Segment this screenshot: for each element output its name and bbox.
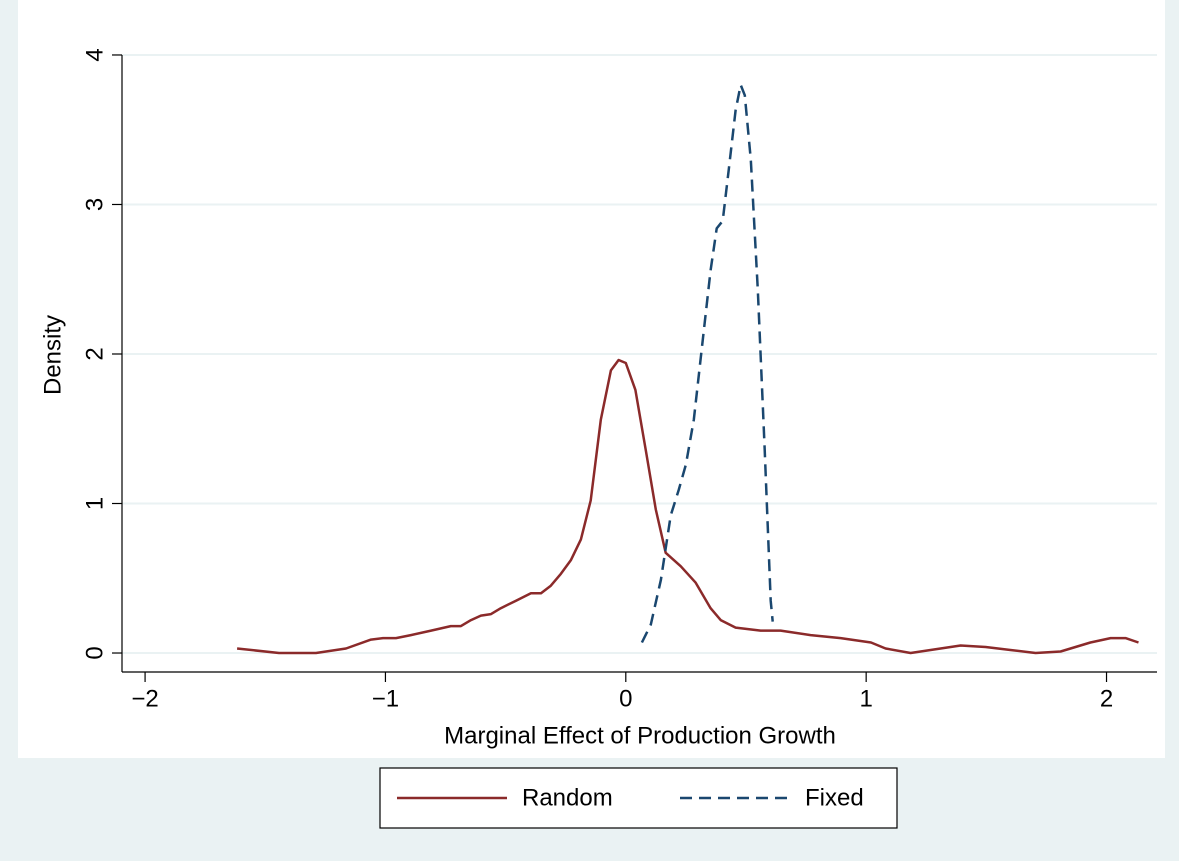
x-tick-label: −2 bbox=[131, 685, 158, 712]
y-tick-label: 4 bbox=[81, 48, 108, 61]
plot-region bbox=[18, 0, 1165, 758]
legend-label: Fixed bbox=[805, 784, 864, 811]
series-line bbox=[640, 83, 774, 644]
y-axis-title: Density bbox=[39, 315, 66, 395]
y-tick-label: 2 bbox=[81, 347, 108, 360]
series-line bbox=[236, 358, 1139, 655]
y-tick-label: 1 bbox=[81, 497, 108, 510]
x-tick-label: −1 bbox=[372, 685, 399, 712]
x-tick-label: 2 bbox=[1100, 685, 1113, 712]
x-axis-title: Marginal Effect of Production Growth bbox=[444, 722, 836, 749]
legend-label: Random bbox=[522, 784, 613, 811]
x-tick-label: 1 bbox=[859, 685, 872, 712]
x-tick-label: 0 bbox=[619, 685, 632, 712]
y-tick-label: 3 bbox=[81, 198, 108, 211]
y-tick-label: 0 bbox=[81, 646, 108, 659]
